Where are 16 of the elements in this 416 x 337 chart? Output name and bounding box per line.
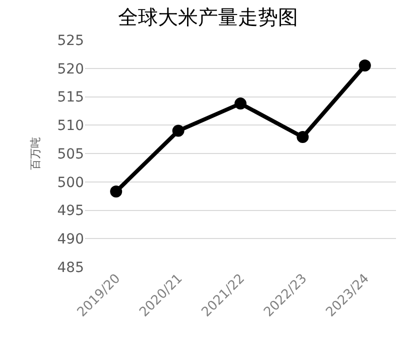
point	[296, 131, 309, 144]
point	[234, 98, 246, 110]
y-tick-label: 490	[57, 232, 84, 248]
y-tick-label: 485	[57, 260, 84, 276]
y-tick-label: 525	[57, 32, 84, 49]
y-tick-label: 500	[57, 174, 84, 191]
y-tick-label: 520	[57, 61, 84, 78]
y-axis-title: 百万吨	[28, 137, 42, 170]
point	[358, 60, 371, 72]
point	[172, 124, 184, 137]
y-tick-label: 510	[57, 118, 84, 134]
y-tick-label: 505	[57, 146, 84, 162]
point	[110, 186, 122, 198]
chart-title: 全球大米产量走势图	[118, 5, 298, 30]
y-tick-label: 515	[57, 90, 84, 106]
y-tick-label: 495	[57, 203, 84, 220]
